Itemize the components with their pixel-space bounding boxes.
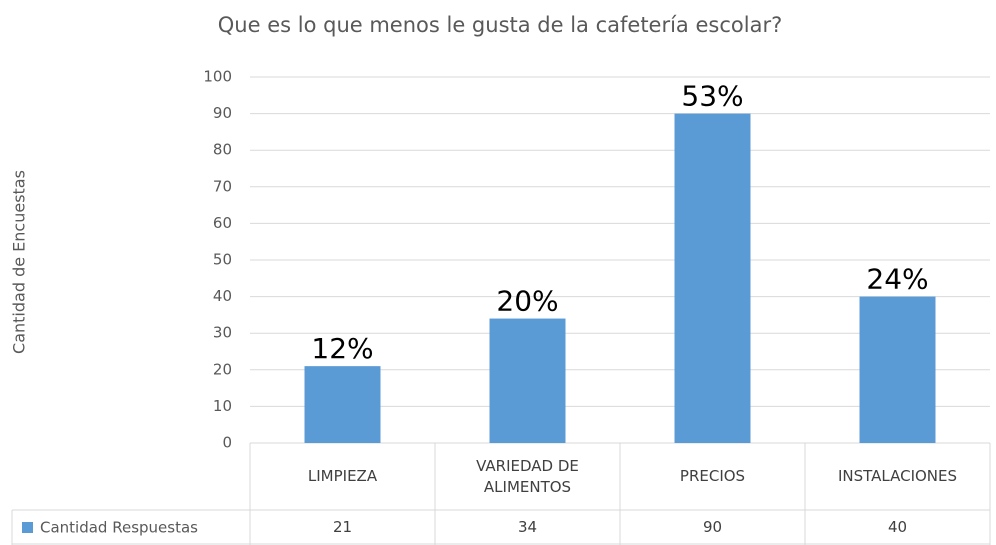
y-tick-label: 30 <box>213 324 232 342</box>
y-axis-label: Cantidad de Encuestas <box>10 170 29 354</box>
bar <box>674 113 751 443</box>
bar <box>859 296 936 443</box>
y-tick-label: 0 <box>222 434 232 452</box>
legend-swatch <box>22 522 33 533</box>
x-tick-label-box: LIMPIEZA <box>307 467 378 485</box>
legend-label: Cantidad Respuestas <box>40 519 198 537</box>
y-tick-label: 40 <box>213 287 232 305</box>
x-tick-label-box: VARIEDAD DE ALIMENTOS <box>476 456 579 496</box>
x-tick-label-box: PRECIOS <box>679 467 746 485</box>
x-tick-label: INSTALACIONES <box>837 467 958 485</box>
table-value: 34 <box>517 518 538 536</box>
table-value: 90 <box>702 518 723 536</box>
bar-annotation: 24% <box>866 263 928 296</box>
y-tick-label: 100 <box>203 68 232 86</box>
bar-annotation: 53% <box>681 80 743 113</box>
bar <box>304 366 381 443</box>
y-tick-label: 10 <box>213 397 232 415</box>
table-value-box: 40 <box>887 518 908 536</box>
y-tick-label: 80 <box>213 141 232 159</box>
x-tick-label: LIMPIEZA <box>307 467 378 485</box>
y-tick-label: 70 <box>213 177 232 195</box>
table-value: 40 <box>887 518 908 536</box>
table-value-box: 21 <box>332 518 353 536</box>
chart-title: Que es lo que menos le gusta de la cafet… <box>218 13 782 37</box>
bar <box>489 318 566 443</box>
table-value-box: 90 <box>702 518 723 536</box>
y-tick-label: 50 <box>213 251 232 269</box>
table-value: 21 <box>332 518 353 536</box>
y-tick-label: 20 <box>213 360 232 378</box>
x-tick-label: PRECIOS <box>679 467 746 485</box>
x-tick-label: VARIEDAD DE ALIMENTOS <box>476 456 579 496</box>
bar-annotation: 12% <box>311 332 373 365</box>
bar-annotation: 20% <box>496 285 558 318</box>
table-value-box: 34 <box>517 518 538 536</box>
y-tick-label: 90 <box>213 104 232 122</box>
x-tick-label-box: INSTALACIONES <box>837 467 958 485</box>
y-tick-label: 60 <box>213 214 232 232</box>
